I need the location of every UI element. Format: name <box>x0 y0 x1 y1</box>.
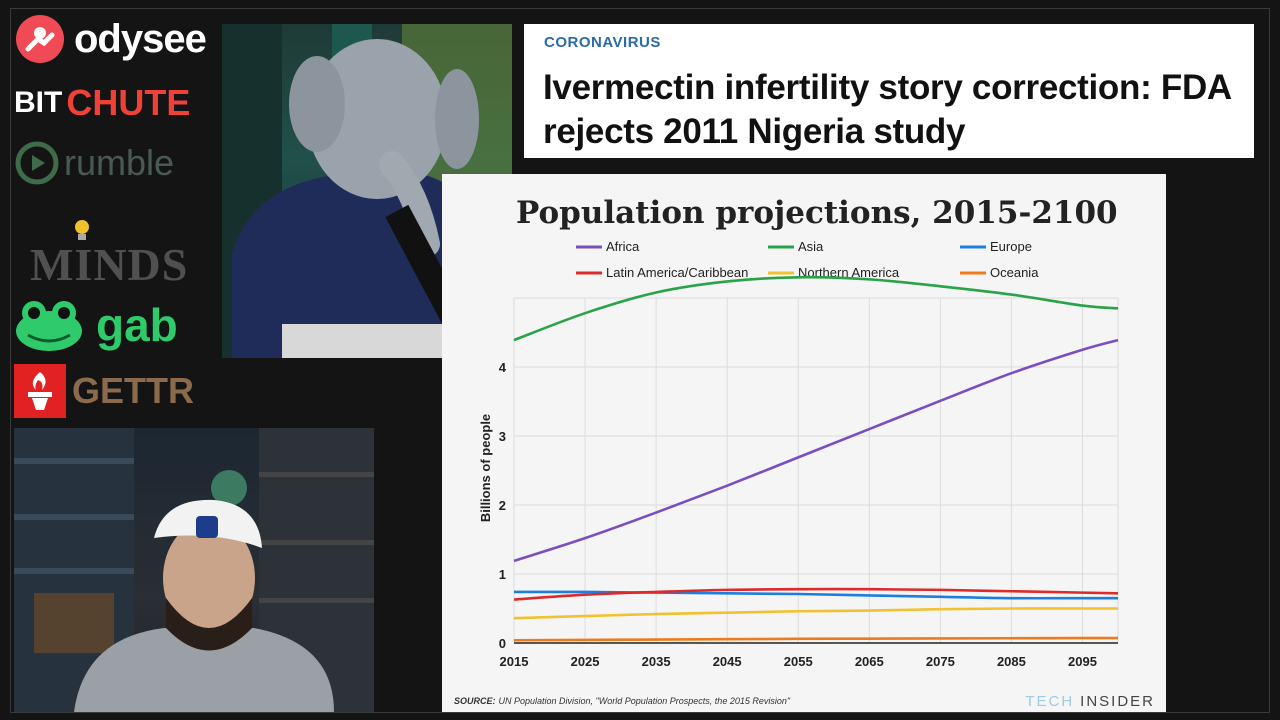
rumble-play-icon <box>15 141 59 185</box>
bitchute-wordmark-bit: BIT <box>14 86 63 119</box>
legend-label-asia: Asia <box>798 239 824 254</box>
series-line-africa <box>513 338 1119 563</box>
series-line-northern-america <box>513 607 1118 620</box>
host-webcam-image <box>14 428 374 712</box>
rumble-logo: rumble <box>14 134 222 192</box>
x-tick-label: 2085 <box>997 654 1026 669</box>
y-tick-label: 1 <box>499 567 506 582</box>
series-line-oceania <box>513 636 1119 642</box>
gab-wordmark: gab <box>96 299 178 351</box>
x-tick-label: 2055 <box>784 654 813 669</box>
y-tick-label: 2 <box>499 498 506 513</box>
series-line-latin-america-caribbean <box>513 587 1119 601</box>
y-tick-label: 3 <box>499 429 506 444</box>
x-tick-label: 2015 <box>500 654 529 669</box>
legend-label-latin-america-caribbean: Latin America/Caribbean <box>606 265 748 280</box>
bitchute-logo: BIT CHUTE <box>14 74 222 132</box>
odysee-logo: odysee <box>14 10 222 68</box>
chart-title: Population projections, 2015-2100 <box>516 195 1118 231</box>
y-tick-label: 4 <box>499 360 507 375</box>
minds-logo: MINDS <box>14 218 222 290</box>
x-axis-ticks: 2015 2025 2035 2045 2055 2065 2075 2085 2095 <box>500 654 1097 669</box>
x-tick-label: 2075 <box>926 654 955 669</box>
stream-frame <box>10 8 1270 713</box>
headline-title: Ivermectin infertility story correction:… <box>543 68 1231 151</box>
gettr-wordmark: GETTR <box>72 370 194 411</box>
headline-kicker: CORONAVIRUS <box>544 34 661 51</box>
rumble-wordmark: rumble <box>64 142 175 183</box>
x-tick-label: 2025 <box>571 654 600 669</box>
tech-insider-brand: TECH INSIDER <box>1025 693 1155 710</box>
population-line-chart: Population projections, 2015-2100 Africa… <box>454 195 1155 710</box>
x-tick-label: 2095 <box>1068 654 1097 669</box>
chart-source-label: SOURCE: <box>454 696 496 706</box>
y-axis-label: Billions of people <box>478 414 493 522</box>
chart-gridlines <box>513 297 1119 644</box>
odysee-icon <box>16 15 64 63</box>
y-axis-ticks: 0 1 2 3 4 <box>499 360 507 651</box>
gab-logo: gab <box>14 294 222 356</box>
chart-source-text: UN Population Division, "World Populatio… <box>499 696 791 706</box>
legend-label-africa: Africa <box>606 239 640 254</box>
series-line-asia <box>513 275 1119 342</box>
legend-label-europe: Europe <box>990 239 1032 254</box>
x-tick-label: 2035 <box>642 654 671 669</box>
y-tick-label: 0 <box>499 636 506 651</box>
gettr-torch-icon <box>14 364 66 418</box>
minds-wordmark: MINDS <box>30 238 189 290</box>
x-tick-label: 2065 <box>855 654 884 669</box>
news-headline-card: CORONAVIRUS Ivermectin infertility story… <box>524 24 1254 158</box>
x-tick-label: 2045 <box>713 654 742 669</box>
odysee-wordmark: odysee <box>74 16 207 61</box>
brand-insider: INSIDER <box>1080 693 1155 710</box>
legend-label-oceania: Oceania <box>990 265 1039 280</box>
frog-icon <box>16 301 82 351</box>
gettr-logo: GETTR <box>14 362 222 420</box>
population-chart-panel: Population projections, 2015-2100 Africa… <box>442 174 1166 712</box>
lightbulb-icon <box>75 220 89 240</box>
chart-source: SOURCE: UN Population Division, "World Po… <box>454 696 791 706</box>
host-video-feed <box>14 428 374 712</box>
chart-series-lines <box>513 275 1119 642</box>
brand-tech: TECH <box>1025 693 1074 710</box>
bitchute-wordmark-chute: CHUTE <box>66 82 191 123</box>
